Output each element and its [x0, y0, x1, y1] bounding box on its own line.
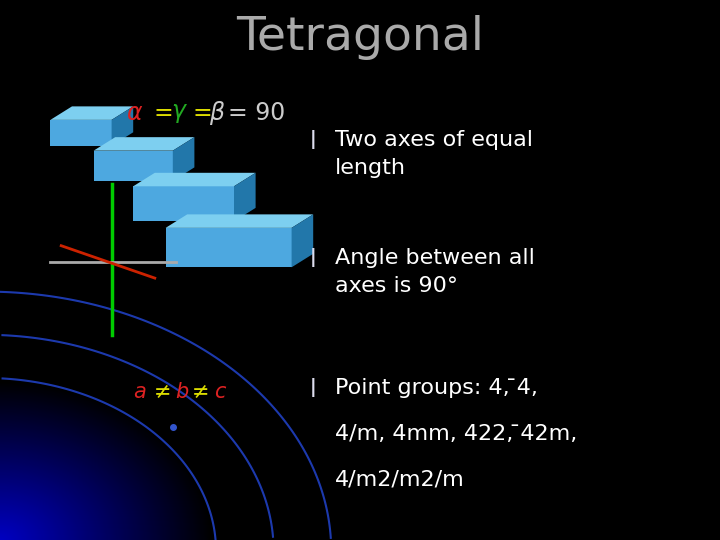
Text: $\gamma$: $\gamma$: [171, 102, 188, 125]
Polygon shape: [166, 214, 313, 228]
Polygon shape: [133, 186, 234, 221]
Text: 4/m2/m2/m: 4/m2/m2/m: [335, 470, 464, 490]
Text: =: =: [153, 102, 173, 125]
Text: ≠: ≠: [192, 381, 210, 402]
Text: Two axes of equal
length: Two axes of equal length: [335, 130, 533, 178]
Polygon shape: [173, 137, 194, 181]
Polygon shape: [94, 151, 173, 181]
Polygon shape: [166, 228, 292, 267]
Polygon shape: [94, 137, 194, 151]
Text: Angle between all
axes is 90°: Angle between all axes is 90°: [335, 248, 535, 296]
Text: $\alpha$: $\alpha$: [126, 102, 143, 125]
Text: 4/m, 4mm, 422, ̄42m,: 4/m, 4mm, 422, ̄42m,: [335, 424, 577, 444]
Text: l: l: [310, 130, 317, 153]
Text: = 90: = 90: [228, 102, 286, 125]
Polygon shape: [112, 106, 133, 146]
Text: Tetragonal: Tetragonal: [236, 15, 484, 60]
Polygon shape: [133, 173, 256, 186]
Text: c: c: [214, 381, 225, 402]
Text: b: b: [175, 381, 188, 402]
Polygon shape: [50, 120, 112, 146]
Text: $\beta$: $\beta$: [209, 99, 225, 127]
Polygon shape: [234, 173, 256, 221]
Text: =: =: [192, 102, 212, 125]
Text: a: a: [133, 381, 146, 402]
Text: l: l: [310, 248, 317, 272]
Text: Point groups: 4, ̄4,: Point groups: 4, ̄4,: [335, 378, 538, 398]
Text: l: l: [310, 378, 317, 402]
Text: ≠: ≠: [153, 381, 171, 402]
Polygon shape: [50, 106, 133, 120]
Polygon shape: [292, 214, 313, 267]
